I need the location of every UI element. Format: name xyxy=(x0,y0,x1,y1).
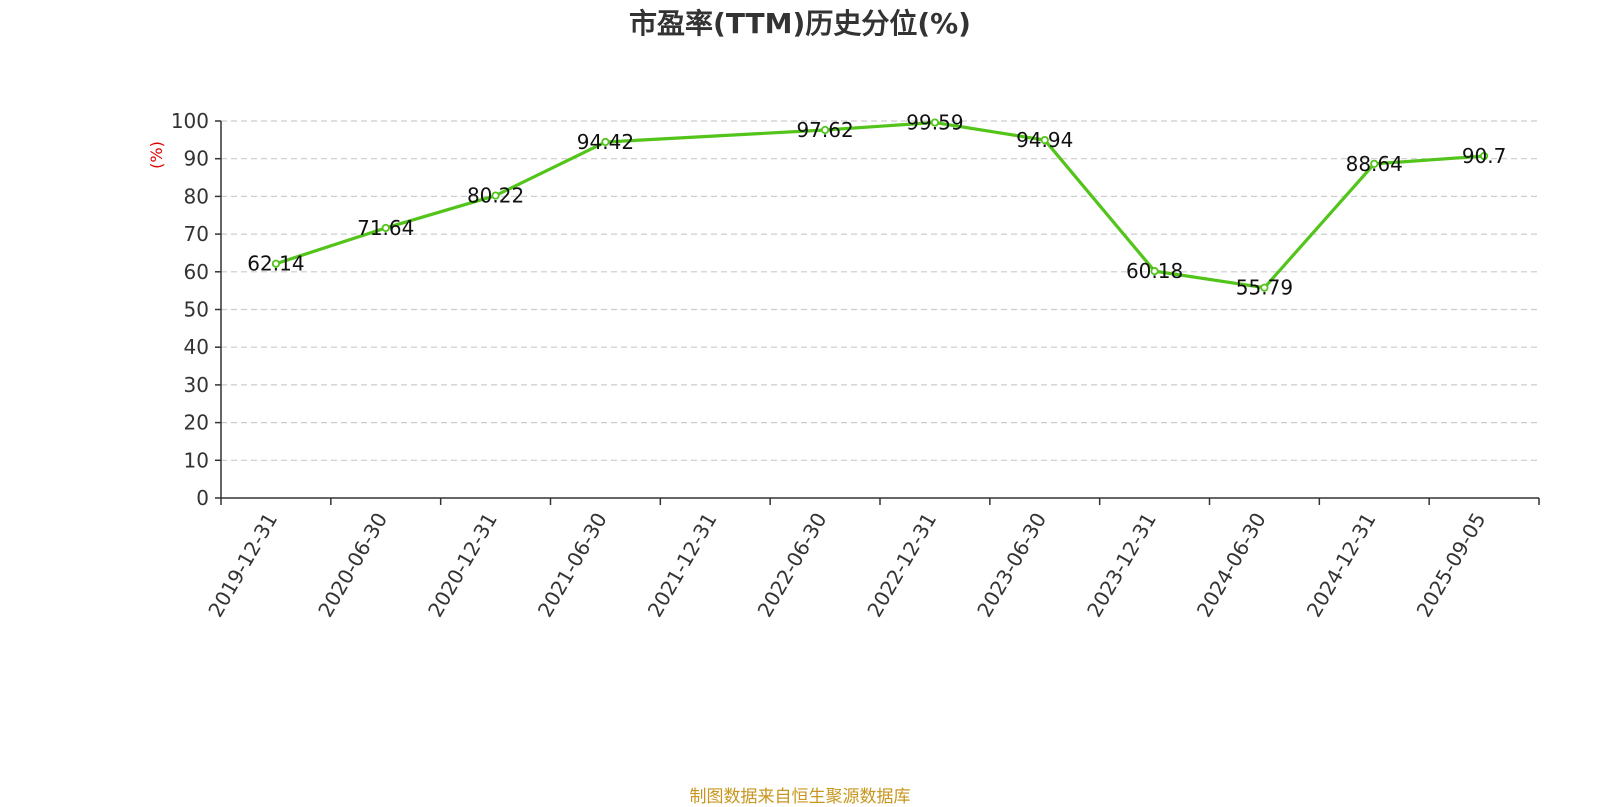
data-labels: 62.14 71.64 80.22 94.42 97.62 99.59 94.94 60.18… xyxy=(247,111,1506,300)
x-tick-label: 2024-12-31 xyxy=(1302,509,1381,622)
data-point xyxy=(1260,283,1269,292)
y-tick-label: 10 xyxy=(184,448,209,472)
y-tick-label: 60 xyxy=(184,260,209,284)
x-tick-label: 2022-06-30 xyxy=(753,509,832,622)
data-label: 62.14 xyxy=(247,252,304,276)
y-tick-label: 100 xyxy=(171,109,209,133)
x-tick-label: 2022-12-31 xyxy=(862,509,941,622)
data-point xyxy=(1150,267,1159,276)
data-label: 88.64 xyxy=(1346,152,1403,176)
y-tick-label: 30 xyxy=(184,373,209,397)
data-point xyxy=(820,125,830,135)
x-tick-label: 2025-09-05 xyxy=(1412,509,1491,622)
data-label: 55.79 xyxy=(1236,276,1293,300)
x-tick-label: 2021-06-30 xyxy=(533,509,612,622)
data-point xyxy=(1370,159,1379,168)
data-label: 99.59 xyxy=(906,111,963,135)
axes xyxy=(215,120,1540,505)
data-point xyxy=(271,259,281,268)
data-point xyxy=(1040,135,1049,145)
grid-lines xyxy=(221,120,1539,461)
data-point xyxy=(930,118,940,127)
x-tick-label: 2023-06-30 xyxy=(972,509,1051,622)
data-label: 97.62 xyxy=(796,118,853,142)
x-tick-label: 2021-12-31 xyxy=(643,509,722,622)
data-point xyxy=(1479,151,1489,161)
chart-title: 市盈率(TTM)历史分位(%) xyxy=(629,7,971,40)
x-tick-label: 2020-12-31 xyxy=(423,509,502,622)
x-tick-label: 2024-06-30 xyxy=(1192,509,1271,622)
data-point xyxy=(601,137,610,147)
data-label: 80.22 xyxy=(467,184,524,208)
y-tick-label: 40 xyxy=(184,335,209,359)
y-tick-labels: 0 10 20 30 40 50 60 70 80 90 100 xyxy=(171,109,209,510)
x-tick-label: 2020-06-30 xyxy=(313,509,392,622)
data-label: 94.42 xyxy=(577,130,634,154)
data-point xyxy=(491,191,500,200)
y-axis-label: (%) xyxy=(147,141,166,169)
y-tick-label: 90 xyxy=(184,147,209,171)
y-tick-label: 80 xyxy=(184,184,209,208)
series-pe-percentile xyxy=(271,118,1489,292)
data-label: 90.7 xyxy=(1462,144,1507,168)
x-tick-label: 2023-12-31 xyxy=(1082,509,1161,622)
series-line xyxy=(275,120,1485,290)
y-tick-label: 50 xyxy=(184,298,209,322)
data-label: 94.94 xyxy=(1016,128,1073,152)
data-label: 71.64 xyxy=(357,216,414,240)
data-point xyxy=(381,223,390,233)
y-tick-label: 20 xyxy=(184,411,209,435)
y-tick-label: 0 xyxy=(196,486,209,510)
data-source-note: 制图数据来自恒生聚源数据库 xyxy=(689,787,911,807)
x-tick-label: 2019-12-31 xyxy=(203,509,282,622)
x-tick-labels: 2019-12-31 2020-06-30 2020-12-31 2021-06-30… xyxy=(203,509,1490,622)
data-label: 60.18 xyxy=(1126,259,1183,283)
y-tick-label: 70 xyxy=(184,222,209,246)
